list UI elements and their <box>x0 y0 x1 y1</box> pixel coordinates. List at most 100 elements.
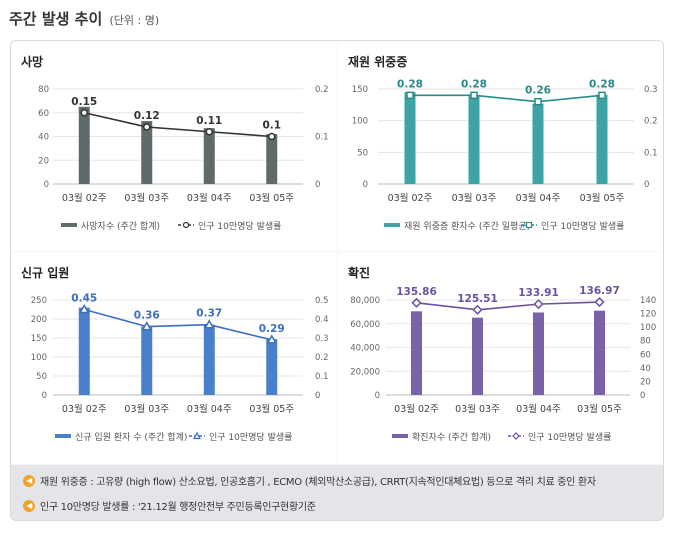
y-left-tick-label: 50 <box>36 372 47 382</box>
y-right-tick-label: 0.1 <box>644 148 658 158</box>
y-right-tick-label: 0 <box>315 391 320 401</box>
x-tick-label: 03월 05주 <box>580 192 625 204</box>
bar <box>533 312 544 395</box>
y-right-tick-label: 0.2 <box>315 85 329 95</box>
y-left-tick-label: 250 <box>31 296 47 306</box>
x-tick-label: 03월 03주 <box>124 192 169 204</box>
footnote-rate-basis: ◀ 인구 10만명당 발생률 : '21.12월 행정안전부 주민등록인구현황기준 <box>23 498 316 513</box>
legend-line-label: 인구 10만명당 발생률 <box>541 221 624 232</box>
y-right-tick-label: 0.4 <box>315 315 329 325</box>
y-right-tick-label: 0.2 <box>315 353 329 363</box>
x-tick-label: 03월 02주 <box>62 403 107 415</box>
data-label: 0.12 <box>134 110 160 122</box>
y-right-tick-label: 0 <box>315 180 320 190</box>
data-label: 135.86 <box>396 286 437 298</box>
footnote-text: 재원 위중증 : 고유량 (high flow) 산소요법, 인공호흡기 , E… <box>40 477 596 488</box>
data-label: 0.11 <box>196 115 222 127</box>
y-right-tick-label: 100 <box>640 323 656 333</box>
rate-marker <box>141 321 153 331</box>
rate-marker <box>205 128 213 136</box>
legend-marker <box>182 221 190 229</box>
y-left-tick-label: 20,000 <box>350 367 380 377</box>
x-tick-label: 03월 02주 <box>388 192 433 204</box>
y-right-tick-label: 20 <box>640 377 651 387</box>
rate-marker <box>594 296 605 308</box>
rate-line <box>84 111 272 138</box>
y-right-tick-label: 0 <box>644 180 649 190</box>
y-left-tick-label: 0 <box>363 180 368 190</box>
x-tick-label: 03월 03주 <box>452 192 497 204</box>
y-left-tick-label: 150 <box>31 334 47 344</box>
bar <box>266 134 278 184</box>
data-label: 0.28 <box>589 78 615 90</box>
chart-title: 재원 위중증 <box>348 55 408 69</box>
x-tick-label: 03월 04주 <box>187 192 232 204</box>
x-tick-label: 03월 03주 <box>455 403 500 415</box>
y-right-tick-label: 0.5 <box>315 296 329 306</box>
data-label: 133.91 <box>518 287 559 299</box>
y-right-tick-label: 60 <box>640 350 651 360</box>
chart-svg: 0 50 100 150 0 0.1 0.2 0.3 03월 02주 03월 03주 03월 04주… <box>352 78 658 232</box>
rate-marker <box>411 297 422 308</box>
y-right-tick-label: 140 <box>640 296 656 306</box>
chart-svg: 0 50 100 150 200 250 0 0.1 0.2 0.3 0.4 0.5 03월 02주 03… <box>31 293 329 444</box>
y-left-tick-label: 100 <box>352 117 368 127</box>
legend-bar-label: 확진자수 (주간 합계) <box>412 431 491 443</box>
rate-marker <box>80 109 88 117</box>
footnotes: ◀ 재원 위중증 : 고유량 (high flow) 산소요법, 인공호흡기 , … <box>11 465 663 520</box>
rate-marker <box>406 91 414 100</box>
legend-line-label: 인구 10만명당 발생률 <box>528 432 611 443</box>
x-tick-label: 03월 02주 <box>62 192 107 204</box>
rate-line <box>410 94 603 103</box>
chart-title: 사망 <box>21 55 44 69</box>
y-left-tick-label: 50 <box>357 148 368 158</box>
data-label: 0.1 <box>262 120 281 132</box>
y-right-tick-label: 0.2 <box>644 117 658 127</box>
x-tick-label: 03월 04주 <box>516 403 561 415</box>
data-label: 136.97 <box>579 285 620 297</box>
y-left-tick-label: 20 <box>38 156 49 166</box>
y-right-tick-label: 120 <box>640 310 656 320</box>
speaker-icon: ◀ <box>23 499 35 512</box>
legend-bar-label: 신규 입원 환자 수 (주간 합계) <box>75 431 187 443</box>
y-left-tick-label: 60,000 <box>350 320 380 330</box>
y-left-tick-label: 200 <box>31 315 47 325</box>
rate-marker <box>78 303 90 314</box>
y-left-tick-label: 40 <box>38 133 49 143</box>
y-right-tick-label: 80 <box>640 337 651 347</box>
rate-marker <box>472 304 483 315</box>
page-title-text: 주간 발생 추이 <box>9 10 103 28</box>
rate-marker <box>533 299 544 310</box>
chart-card-deaths: 사망 0 20 40 60 80 0 0.1 0.2 03월 02주 03월 03주 03월 04주… <box>11 41 337 251</box>
x-tick-label: 03월 02주 <box>394 403 439 415</box>
x-tick-label: 03월 04주 <box>516 192 561 204</box>
rate-marker <box>534 97 542 106</box>
rate-marker <box>268 132 276 141</box>
y-right-tick-label: 40 <box>640 364 651 374</box>
y-right-tick-label: 0 <box>640 391 645 401</box>
data-label: 0.29 <box>259 323 285 335</box>
bar <box>468 95 480 184</box>
rate-line <box>416 301 600 311</box>
data-label: 0.36 <box>134 310 160 322</box>
y-left-tick-label: 80,000 <box>350 296 380 306</box>
bar <box>596 94 608 184</box>
rate-marker <box>598 91 606 100</box>
bar <box>594 310 605 395</box>
bar <box>141 121 153 184</box>
legend-bar-swatch <box>384 223 400 227</box>
y-right-tick-label: 0.3 <box>315 334 329 344</box>
rate-marker <box>470 91 478 100</box>
bar <box>203 128 215 184</box>
y-left-tick-label: 80 <box>38 85 49 95</box>
legend-bar-swatch <box>55 434 71 438</box>
bar <box>141 326 153 395</box>
y-left-tick-label: 0 <box>375 391 380 401</box>
y-left-tick-label: 150 <box>352 85 368 95</box>
legend-bar-label: 사망자수 (주간 합계) <box>81 220 160 232</box>
legend-marker <box>512 432 520 440</box>
legend-bar-swatch <box>61 223 77 227</box>
footnote-text: 인구 10만명당 발생률 : '21.12월 행정안전부 주민등록인구현황기준 <box>40 502 316 513</box>
page-title-unit: (단위 : 명) <box>109 14 160 27</box>
chart-card-admissions: 신규 입원 0 50 100 150 200 250 0 0.1 0.2 0.3 0.4 0.5 03월… <box>11 252 337 464</box>
